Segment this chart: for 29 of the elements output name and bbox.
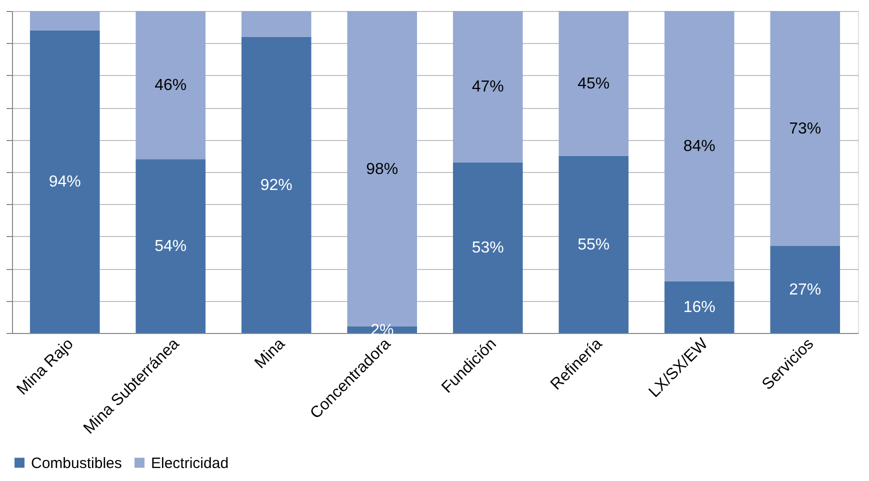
bar (664, 11, 734, 282)
data-label: 47% (472, 78, 504, 96)
data-label: 84% (683, 138, 716, 156)
bar (30, 30, 100, 333)
data-label: 55% (578, 236, 610, 254)
bar (558, 156, 629, 333)
data-label: 98% (366, 160, 398, 178)
data-label: 73% (789, 120, 822, 138)
bar (136, 159, 206, 333)
data-label: 53% (472, 240, 504, 257)
bar (452, 11, 523, 162)
data-label: 94% (48, 174, 81, 191)
bar (664, 281, 734, 333)
data-label: 92% (260, 176, 292, 194)
bar (558, 11, 629, 156)
legend-label: Electricidad (151, 454, 229, 472)
data-label: 45% (578, 75, 610, 92)
data-label: 46% (154, 77, 187, 94)
bar (770, 246, 840, 333)
legend-label: Combustibles (31, 454, 122, 472)
data-label: 16% (683, 299, 716, 316)
data-label: 27% (789, 282, 822, 299)
bar (241, 36, 312, 333)
bar (241, 11, 312, 37)
bar (136, 11, 206, 160)
data-label: 54% (154, 238, 187, 256)
bar (452, 162, 523, 333)
bar (30, 11, 100, 30)
bar (770, 11, 840, 246)
